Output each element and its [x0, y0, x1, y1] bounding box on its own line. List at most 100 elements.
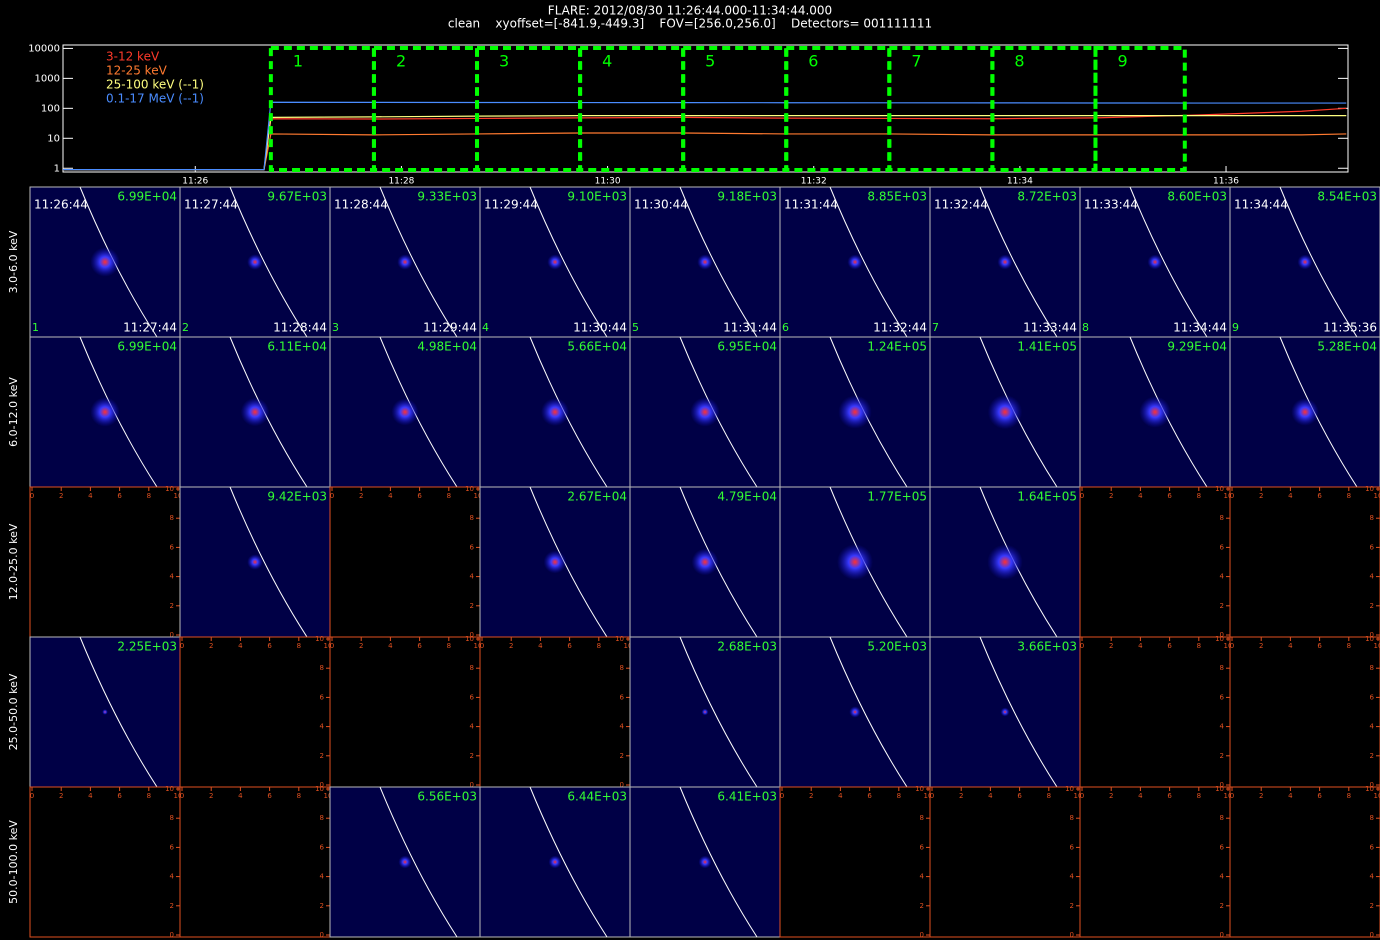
- empty-tick-label: 6: [267, 642, 272, 650]
- image-panel: 6.41E+03: [629, 786, 781, 938]
- image-panel: 6.44E+03: [479, 786, 631, 938]
- image-panel: 8.60E+03 11:33:44 11:34:44 8: [1079, 186, 1231, 338]
- empty-tick-label: 2: [470, 602, 474, 610]
- panel-peak: 9.29E+04: [1167, 340, 1227, 354]
- empty-tick-label: 0: [170, 631, 174, 639]
- row-label: 3.0-6.0 keV: [7, 230, 20, 293]
- panel-index: 2: [182, 321, 189, 334]
- empty-tick-label: 4: [1070, 873, 1075, 881]
- source-blob: [837, 544, 873, 580]
- empty-tick-label: 8: [1220, 514, 1224, 522]
- interval-box: [1093, 46, 1187, 172]
- source-blob: [540, 397, 570, 427]
- panel-start: 11:32:44: [934, 198, 988, 212]
- panel-empty: [1229, 786, 1380, 938]
- empty-tick-label: 8: [620, 664, 624, 672]
- panel-empty: [1079, 486, 1231, 638]
- panel-index: 5: [632, 321, 639, 334]
- image-panel: 3.66E+03: [929, 636, 1081, 788]
- empty-tick-label: 0: [1370, 631, 1374, 639]
- empty-tick-label: 8: [1197, 492, 1201, 500]
- x-tick-label: 11:30: [595, 177, 621, 187]
- empty-tick-label: 0: [1070, 931, 1074, 939]
- empty-tick-label: 6: [417, 492, 422, 500]
- empty-tick-label: 0: [470, 781, 474, 789]
- empty-tick-label: 0: [1080, 642, 1084, 650]
- empty-tick-label: 10: [465, 485, 474, 493]
- empty-tick-label: 0: [620, 781, 624, 789]
- panel-end: 11:28:44: [273, 321, 327, 335]
- interval-box: [990, 46, 1098, 172]
- empty-tick-label: 0: [330, 492, 334, 500]
- empty-tick-label: 8: [1220, 814, 1224, 822]
- legend-entry: 25-100 keV (--1): [106, 78, 204, 92]
- panel-index: 7: [932, 321, 939, 334]
- empty-tick-label: 2: [959, 792, 963, 800]
- interval-label: 8: [1014, 52, 1024, 71]
- empty-tick-label: 8: [1197, 642, 1201, 650]
- legend-entry: 0.1-17 MeV (--1): [106, 92, 204, 106]
- empty-tick-label: 6: [1370, 693, 1375, 701]
- panel-peak: 6.99E+04: [117, 340, 177, 354]
- empty-tick-label: 6: [1070, 843, 1075, 851]
- empty-tick-label: 4: [1138, 642, 1143, 650]
- empty-tick-label: 6: [567, 642, 572, 650]
- empty-tick-label: 8: [320, 814, 324, 822]
- interval-label: 6: [808, 52, 818, 71]
- empty-tick-label: 8: [470, 664, 474, 672]
- empty-tick-label: 10: [174, 792, 183, 800]
- solar-limb: [529, 186, 608, 338]
- empty-tick-label: 10: [615, 635, 624, 643]
- empty-tick-label: 4: [1220, 723, 1225, 731]
- source-blob: [847, 254, 863, 270]
- solar-limb: [979, 186, 1058, 338]
- empty-tick-label: 10: [1074, 792, 1083, 800]
- empty-tick-label: 0: [170, 931, 174, 939]
- empty-tick-label: 6: [170, 843, 175, 851]
- empty-tick-label: 2: [509, 642, 513, 650]
- image-panel: 8.85E+03 11:31:44 11:32:44 6: [779, 186, 931, 338]
- panel-peak: 4.98E+04: [417, 340, 477, 354]
- image-panel: 6.95E+04: [629, 336, 781, 488]
- series-line: [63, 115, 1347, 171]
- row-label: 50.0-100.0 keV: [7, 820, 20, 904]
- panel-peak: 3.66E+03: [1017, 640, 1077, 654]
- source-blob: [838, 395, 872, 429]
- panel-index: 3: [332, 321, 339, 334]
- source-blob: [1291, 398, 1319, 426]
- source-blob: [90, 247, 120, 277]
- source-blob: [997, 254, 1013, 270]
- empty-tick-label: 6: [320, 843, 325, 851]
- empty-tick-label: 10: [1365, 785, 1374, 793]
- empty-tick-label: 10: [1215, 785, 1224, 793]
- legend-entry: 3-12 keV: [106, 50, 160, 64]
- panel-peak: 9.67E+03: [267, 190, 327, 204]
- empty-tick-label: 10: [1065, 785, 1074, 793]
- panel-end: 11:32:44: [873, 321, 927, 335]
- empty-tick-label: 6: [320, 693, 325, 701]
- empty-tick-label: 2: [1259, 492, 1263, 500]
- solar-limb: [229, 186, 308, 338]
- empty-tick-label: 4: [470, 573, 475, 581]
- image-panel: 9.33E+03 11:28:44 11:29:44 3: [329, 186, 481, 338]
- panel-peak: 6.44E+03: [567, 790, 627, 804]
- empty-tick-label: 6: [1220, 693, 1225, 701]
- panel-index: 1: [32, 321, 39, 334]
- image-panel: 2.25E+03: [29, 636, 181, 788]
- empty-tick-label: 2: [320, 902, 324, 910]
- panel-peak: 8.54E+03: [1317, 190, 1377, 204]
- image-panel: 2.67E+04: [479, 486, 631, 638]
- empty-tick-label: 6: [117, 792, 122, 800]
- panel-start: 11:29:44: [484, 198, 538, 212]
- empty-tick-label: 2: [1109, 642, 1113, 650]
- image-panel: 6.99E+04: [29, 336, 181, 488]
- panel-start: 11:34:44: [1234, 198, 1288, 212]
- empty-tick-label: 4: [238, 792, 243, 800]
- panel-index: 9: [1232, 321, 1239, 334]
- source-blob: [701, 708, 709, 716]
- panel-empty: [929, 786, 1081, 938]
- solar-limb: [79, 636, 158, 788]
